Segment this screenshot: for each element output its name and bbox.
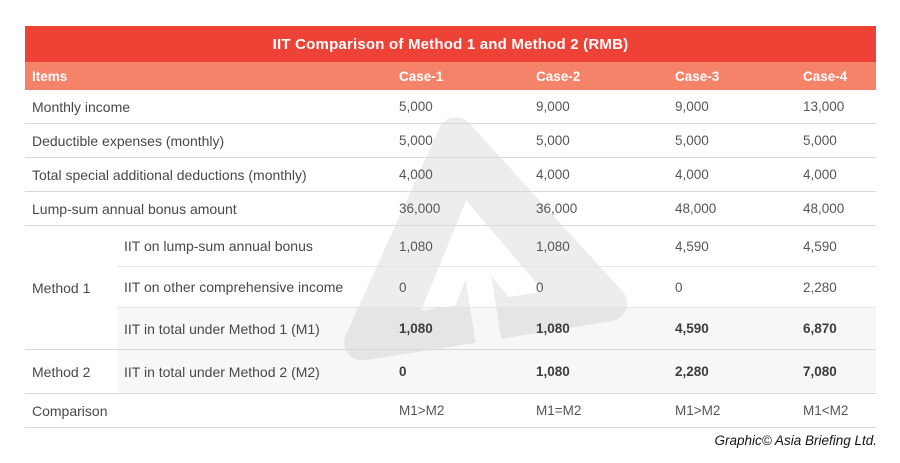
subrow-label: IIT in total under Method 2 (M2) (118, 350, 375, 393)
cell-value: 0 (375, 350, 512, 393)
comparison-row: Comparison M1>M2 M1=M2 M1>M2 M1<M2 (25, 393, 876, 427)
cell-value: 2,280 (779, 266, 876, 307)
cell-value: 0 (375, 266, 512, 307)
cell-value: 0 (512, 266, 651, 307)
column-header-row: Items Case-1 Case-2 Case-3 Case-4 (25, 62, 876, 90)
cell-value: 36,000 (536, 201, 578, 216)
iit-comparison-table: IIT Comparison of Method 1 and Method 2 … (25, 26, 876, 428)
row-label: Monthly income (32, 98, 131, 115)
method1-group-label: Method 1 (32, 279, 91, 296)
cell-value: 13,000 (803, 99, 845, 114)
cell-value: 48,000 (675, 201, 717, 216)
cell-value: 9,000 (536, 99, 570, 114)
cell-value: M1>M2 (399, 403, 445, 418)
subrow-label: IIT on other comprehensive income (118, 266, 375, 307)
cell-value: M1=M2 (536, 403, 582, 418)
cell-value: M1<M2 (803, 403, 849, 418)
method2-group-label: Method 2 (32, 363, 91, 380)
table-row-annual-bonus: Lump-sum annual bonus amount 36,000 36,0… (25, 191, 876, 225)
cell-value: 4,590 (803, 238, 837, 254)
cell-value: 2,280 (651, 350, 779, 393)
credit-text: Graphic© Asia Briefing Ltd. (714, 433, 877, 448)
table-bottom-border (25, 427, 876, 428)
cell-value: 4,590 (651, 307, 779, 349)
table-title: IIT Comparison of Method 1 and Method 2 … (25, 26, 876, 62)
cell-value: 1,080 (512, 350, 651, 393)
cell-value: 4,000 (536, 167, 570, 182)
cell-value: 9,000 (675, 99, 709, 114)
subrow-label: IIT on lump-sum annual bonus (124, 238, 313, 254)
cell-value: M1>M2 (675, 403, 721, 418)
row-label: Deductible expenses (monthly) (32, 132, 225, 149)
cell-value: 7,080 (779, 350, 876, 393)
column-header-case-1: Case-1 (399, 68, 444, 84)
cell-value: 4,000 (675, 167, 709, 182)
column-header-items: Items (32, 68, 68, 84)
cell-value: 1,080 (375, 307, 512, 349)
cell-value: 4,000 (399, 167, 433, 182)
cell-value: 5,000 (536, 133, 570, 148)
table-row-monthly-income: Monthly income 5,000 9,000 9,000 13,000 (25, 90, 876, 123)
cell-value: 4,000 (803, 167, 837, 182)
column-header-case-3: Case-3 (675, 68, 720, 84)
column-header-case-4: Case-4 (803, 68, 848, 84)
cell-value: 1,080 (512, 307, 651, 349)
subrow-label: IIT in total under Method 1 (M1) (118, 307, 375, 349)
cell-value: 1,080 (399, 238, 433, 254)
cell-value: 36,000 (399, 201, 441, 216)
cell-value: 5,000 (399, 99, 433, 114)
cell-value: 1,080 (536, 238, 570, 254)
cell-value: 5,000 (399, 133, 433, 148)
cell-value: 48,000 (803, 201, 845, 216)
table-row-special-deductions: Total special additional deductions (mon… (25, 157, 876, 191)
row-label: Total special additional deductions (mon… (32, 166, 307, 183)
table-row-deductible-expenses: Deductible expenses (monthly) 5,000 5,00… (25, 123, 876, 157)
cell-value: 6,870 (779, 307, 876, 349)
row-label: Comparison (32, 402, 108, 419)
cell-value: 0 (651, 266, 779, 307)
cell-value: 5,000 (675, 133, 709, 148)
method2-row: Method 2 IIT in total under Method 2 (M2… (25, 349, 876, 393)
cell-value: 5,000 (803, 133, 837, 148)
cell-value: 4,590 (675, 238, 709, 254)
method1-group: Method 1 IIT on lump-sum annual bonus 1,… (25, 225, 876, 349)
column-header-case-2: Case-2 (536, 68, 581, 84)
row-label: Lump-sum annual bonus amount (32, 200, 237, 217)
